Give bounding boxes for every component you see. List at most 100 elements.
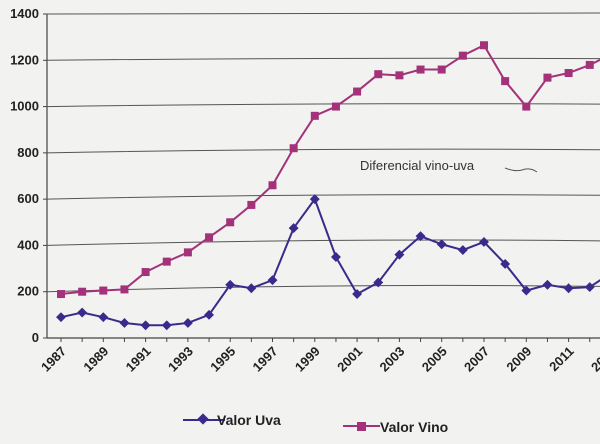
data-point xyxy=(415,231,426,242)
x-tick-label: 2001 xyxy=(334,344,365,375)
data-point xyxy=(56,312,66,323)
y-tick-label: 1200 xyxy=(10,52,39,67)
data-point xyxy=(99,286,108,295)
x-tick-label: 2005 xyxy=(419,344,450,375)
data-point xyxy=(521,285,532,296)
annotation-label: Diferencial vino-uva xyxy=(360,158,475,173)
x-tick-label: 1997 xyxy=(250,344,281,375)
data-point xyxy=(542,279,553,290)
x-tick-label: 1991 xyxy=(123,344,154,375)
annotation-squiggle xyxy=(504,167,538,173)
data-point xyxy=(352,289,363,299)
data-point xyxy=(57,290,65,299)
data-point xyxy=(585,60,594,69)
data-point xyxy=(288,223,299,234)
gridline xyxy=(46,239,600,246)
x-tick-label: 1995 xyxy=(207,344,238,375)
data-point xyxy=(479,237,489,247)
data-point xyxy=(395,71,404,80)
data-point xyxy=(225,279,236,290)
series-line xyxy=(60,43,600,296)
data-point xyxy=(374,70,383,79)
legend-item-vino: Valor Vino xyxy=(343,419,448,435)
data-point xyxy=(501,77,510,86)
data-point xyxy=(268,181,277,190)
data-point xyxy=(436,239,447,250)
data-point xyxy=(289,144,298,153)
gridline xyxy=(46,148,600,154)
data-point xyxy=(77,307,88,318)
series-vino xyxy=(57,41,600,299)
data-point xyxy=(309,194,320,205)
x-tick-label: 1989 xyxy=(80,344,111,375)
data-point xyxy=(205,233,214,242)
data-point xyxy=(584,282,595,293)
data-point xyxy=(522,102,531,111)
data-point xyxy=(394,249,405,260)
series-layer xyxy=(56,41,600,331)
data-point xyxy=(373,277,384,288)
gridline xyxy=(46,284,600,293)
data-point xyxy=(140,320,151,331)
data-point xyxy=(310,111,319,120)
x-tick-label: 1993 xyxy=(165,344,196,375)
y-tick-label: 600 xyxy=(17,191,39,206)
series-uva xyxy=(56,194,600,331)
plot-area xyxy=(46,14,600,339)
y-tick-label: 800 xyxy=(17,145,39,160)
legend-marker-vino xyxy=(357,422,366,431)
data-point xyxy=(564,69,573,78)
x-tick-label: 2009 xyxy=(503,344,534,375)
data-point xyxy=(353,87,362,96)
data-point xyxy=(480,41,488,50)
data-point xyxy=(246,283,257,294)
y-axis-ticks: 0 200 400 600 800 1000 1200 1400 xyxy=(10,6,47,345)
gridline xyxy=(46,12,600,15)
legend-marker-uva xyxy=(197,413,209,425)
gridline xyxy=(46,103,600,108)
data-point xyxy=(162,257,171,266)
data-point xyxy=(120,285,129,294)
legend-label-vino: Valor Vino xyxy=(380,419,448,435)
series-line xyxy=(60,197,600,327)
gridline xyxy=(46,194,600,200)
x-tick-label: 1987 xyxy=(38,344,69,375)
data-point xyxy=(331,252,341,262)
y-tick-label: 0 xyxy=(32,330,39,345)
data-point xyxy=(563,283,574,294)
data-point xyxy=(247,200,256,209)
data-point xyxy=(204,309,214,320)
x-tick-label: 2007 xyxy=(461,344,492,375)
data-point xyxy=(141,268,150,277)
x-axis-ticks: 1987 1989 1991 1993 1995 1997 1999 2001 2003 2005… xyxy=(38,338,600,375)
y-tick-label: 1000 xyxy=(10,99,39,114)
x-tick-label: 1999 xyxy=(292,344,323,375)
x-tick-label: 2003 xyxy=(376,344,407,375)
y-tick-label: 200 xyxy=(17,284,39,299)
data-point xyxy=(226,218,235,227)
data-point xyxy=(458,51,467,60)
x-tick-label: 2013 xyxy=(588,344,600,375)
data-point xyxy=(543,73,552,82)
gridlines xyxy=(46,12,600,293)
y-tick-label: 400 xyxy=(17,237,39,252)
legend: Valor Uva Valor Vino xyxy=(183,412,448,435)
data-point xyxy=(161,320,172,331)
gridline xyxy=(46,57,600,61)
legend-label-uva: Valor Uva xyxy=(217,412,281,428)
data-point xyxy=(98,312,109,323)
data-point xyxy=(500,258,511,269)
data-point xyxy=(119,318,130,328)
data-point xyxy=(78,287,87,296)
x-tick-label: 2011 xyxy=(546,344,577,375)
data-point xyxy=(457,245,468,256)
data-point xyxy=(183,248,192,257)
data-point xyxy=(437,65,446,74)
legend-item-uva: Valor Uva xyxy=(183,412,281,428)
data-point xyxy=(416,65,425,74)
data-point xyxy=(182,318,193,328)
data-point xyxy=(267,275,278,286)
data-point xyxy=(331,102,340,111)
y-tick-label: 1400 xyxy=(10,6,39,21)
